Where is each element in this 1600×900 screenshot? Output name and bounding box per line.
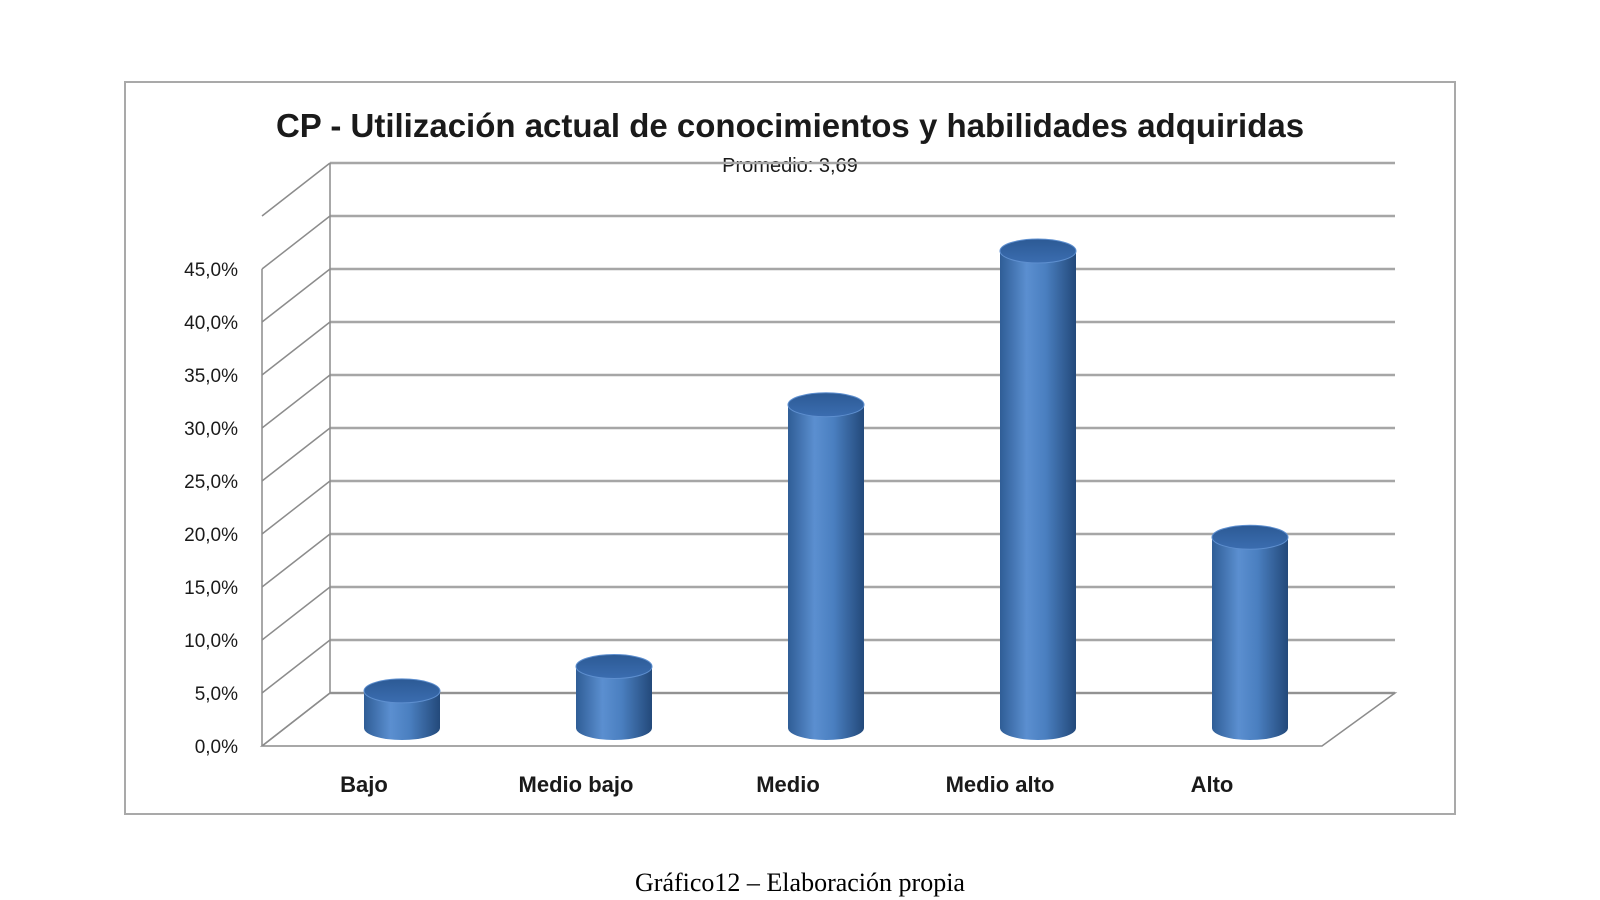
y-tick-label: 10,0% bbox=[184, 631, 238, 652]
bar-medio-alto bbox=[999, 238, 1077, 740]
bar-top bbox=[999, 238, 1077, 264]
y-tick-label: 35,0% bbox=[184, 366, 238, 387]
y-tick-label: 15,0% bbox=[184, 578, 238, 599]
bar-body bbox=[788, 404, 864, 740]
bar-top bbox=[575, 654, 653, 680]
gridline-side bbox=[261, 480, 331, 535]
bar-alto bbox=[1211, 524, 1289, 740]
bar-body bbox=[1000, 251, 1076, 740]
figure-caption: Gráfico12 – Elaboración propia bbox=[635, 868, 965, 897]
y-tick-label: 30,0% bbox=[184, 419, 238, 440]
y-tick-label: 5,0% bbox=[195, 684, 238, 705]
y-tick-label: 25,0% bbox=[184, 472, 238, 493]
x-tick-label: Medio alto bbox=[946, 772, 1055, 797]
x-tick-label: Medio bajo bbox=[519, 772, 634, 797]
gridline-side bbox=[261, 586, 331, 641]
gridline-side bbox=[261, 533, 331, 588]
gridline-side bbox=[261, 215, 331, 270]
bar-body bbox=[576, 666, 652, 740]
bar-top bbox=[363, 678, 441, 704]
gridline-side bbox=[261, 374, 331, 429]
y-tick-label: 20,0% bbox=[184, 525, 238, 546]
bar-top bbox=[787, 392, 865, 418]
bar-body bbox=[364, 690, 440, 740]
x-tick-label: Alto bbox=[1191, 772, 1234, 797]
y-tick-label: 0,0% bbox=[195, 737, 238, 758]
bar-medio-bajo bbox=[575, 654, 653, 740]
bar-top bbox=[1211, 524, 1289, 550]
bar-bajo bbox=[363, 678, 441, 740]
bar-medio bbox=[787, 392, 865, 740]
gridline-side bbox=[261, 427, 331, 482]
gridline-side bbox=[261, 162, 331, 217]
bar-body bbox=[1212, 537, 1288, 740]
x-tick-label: Bajo bbox=[340, 772, 388, 797]
x-tick-label: Medio bbox=[756, 772, 820, 797]
chart-floor bbox=[259, 692, 1398, 747]
chart-subtitle: Promedio: 3,69 bbox=[722, 155, 858, 177]
gridline-side bbox=[261, 268, 331, 323]
y-tick-label: 45,0% bbox=[184, 260, 238, 281]
bars bbox=[363, 238, 1289, 740]
y-axis-ticks: 0,0% 5,0% 10,0% 15,0% 20,0% 25,0% 30,0% 35,0% 40… bbox=[184, 260, 238, 758]
chart-title: CP - Utilización actual de conocimientos… bbox=[275, 107, 1305, 144]
gridline-side bbox=[261, 321, 331, 376]
gridline-side bbox=[261, 639, 331, 694]
y-tick-label: 40,0% bbox=[184, 313, 238, 334]
x-axis-labels: Bajo Medio bajo Medio Medio alto Alto bbox=[340, 772, 1233, 797]
